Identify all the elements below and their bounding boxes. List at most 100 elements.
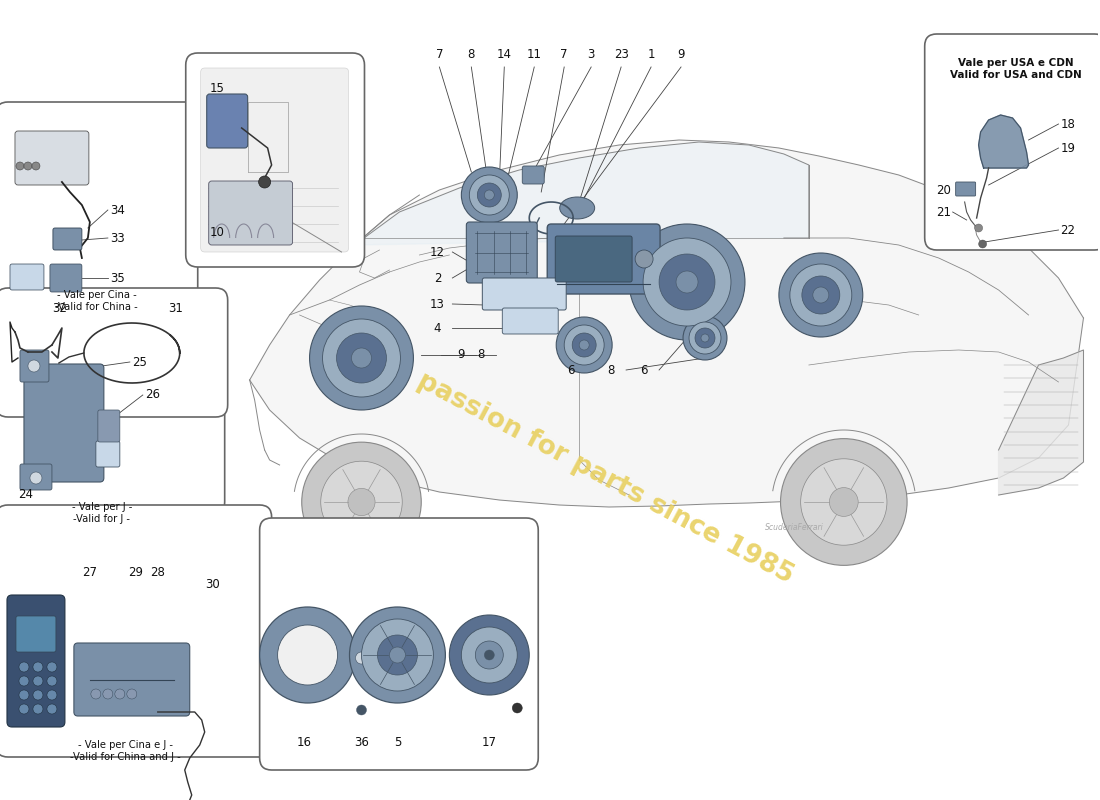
Circle shape bbox=[802, 276, 839, 314]
FancyBboxPatch shape bbox=[20, 464, 52, 490]
Circle shape bbox=[829, 488, 858, 517]
FancyBboxPatch shape bbox=[260, 518, 538, 770]
Circle shape bbox=[19, 690, 29, 700]
FancyBboxPatch shape bbox=[503, 308, 558, 334]
Circle shape bbox=[450, 615, 529, 695]
FancyBboxPatch shape bbox=[925, 34, 1100, 250]
FancyBboxPatch shape bbox=[186, 53, 364, 267]
FancyBboxPatch shape bbox=[482, 278, 566, 310]
Circle shape bbox=[47, 662, 57, 672]
Circle shape bbox=[475, 641, 504, 669]
Text: - Vale per Cina e J -
-Valid for China and J -: - Vale per Cina e J - -Valid for China a… bbox=[70, 740, 182, 762]
Text: 8: 8 bbox=[477, 349, 485, 362]
Text: 11: 11 bbox=[527, 49, 541, 62]
Circle shape bbox=[683, 316, 727, 360]
FancyBboxPatch shape bbox=[15, 131, 89, 185]
Circle shape bbox=[461, 167, 517, 223]
Circle shape bbox=[635, 250, 653, 268]
Text: 10: 10 bbox=[210, 226, 224, 238]
Text: 19: 19 bbox=[1060, 142, 1076, 154]
FancyBboxPatch shape bbox=[10, 264, 44, 290]
Polygon shape bbox=[354, 142, 808, 245]
Text: ScuderiaFerrari: ScuderiaFerrari bbox=[764, 523, 823, 533]
Circle shape bbox=[33, 676, 43, 686]
Circle shape bbox=[355, 652, 367, 664]
Text: 18: 18 bbox=[1060, 118, 1076, 130]
Circle shape bbox=[695, 328, 715, 348]
Circle shape bbox=[350, 646, 374, 670]
Text: 7: 7 bbox=[436, 49, 443, 62]
FancyBboxPatch shape bbox=[207, 94, 248, 148]
Polygon shape bbox=[999, 350, 1084, 495]
Circle shape bbox=[33, 704, 43, 714]
Text: 22: 22 bbox=[1060, 223, 1076, 237]
FancyBboxPatch shape bbox=[556, 236, 632, 282]
Circle shape bbox=[30, 472, 42, 484]
Text: 20: 20 bbox=[936, 183, 950, 197]
Text: 8: 8 bbox=[468, 49, 475, 62]
Text: 33: 33 bbox=[110, 231, 124, 245]
FancyBboxPatch shape bbox=[0, 298, 224, 514]
Text: 28: 28 bbox=[150, 566, 165, 578]
Circle shape bbox=[114, 689, 124, 699]
FancyBboxPatch shape bbox=[0, 102, 198, 304]
Circle shape bbox=[580, 340, 590, 350]
Circle shape bbox=[377, 635, 417, 675]
Text: 34: 34 bbox=[110, 203, 124, 217]
Text: 21: 21 bbox=[936, 206, 950, 218]
Circle shape bbox=[362, 619, 433, 691]
FancyBboxPatch shape bbox=[50, 264, 81, 292]
Circle shape bbox=[19, 662, 29, 672]
FancyBboxPatch shape bbox=[209, 181, 293, 245]
FancyBboxPatch shape bbox=[466, 222, 537, 283]
Text: Vale per USA e CDN
Valid for USA and CDN: Vale per USA e CDN Valid for USA and CDN bbox=[949, 58, 1081, 80]
FancyBboxPatch shape bbox=[96, 441, 120, 467]
FancyBboxPatch shape bbox=[522, 166, 544, 184]
Text: 13: 13 bbox=[430, 298, 444, 310]
Text: 25: 25 bbox=[132, 355, 146, 369]
Text: 9: 9 bbox=[458, 349, 465, 362]
Text: 1: 1 bbox=[647, 49, 654, 62]
Text: 30: 30 bbox=[205, 578, 220, 591]
Circle shape bbox=[701, 334, 710, 342]
Text: 7: 7 bbox=[561, 49, 568, 62]
Circle shape bbox=[790, 264, 851, 326]
Circle shape bbox=[477, 183, 502, 207]
Circle shape bbox=[389, 647, 406, 663]
FancyBboxPatch shape bbox=[547, 224, 660, 294]
Text: 6: 6 bbox=[640, 363, 648, 377]
Circle shape bbox=[47, 704, 57, 714]
Circle shape bbox=[644, 238, 732, 326]
Ellipse shape bbox=[560, 197, 595, 219]
Text: 4: 4 bbox=[433, 322, 441, 334]
Text: 17: 17 bbox=[482, 735, 497, 749]
Circle shape bbox=[689, 322, 720, 354]
Circle shape bbox=[659, 254, 715, 310]
Text: 16: 16 bbox=[297, 735, 312, 749]
Text: 32: 32 bbox=[52, 302, 67, 314]
FancyBboxPatch shape bbox=[200, 68, 349, 252]
Text: 9: 9 bbox=[678, 49, 685, 62]
Circle shape bbox=[813, 287, 828, 303]
Circle shape bbox=[484, 650, 494, 660]
Circle shape bbox=[301, 442, 421, 562]
Circle shape bbox=[260, 607, 355, 703]
Circle shape bbox=[337, 333, 386, 383]
Circle shape bbox=[19, 676, 29, 686]
Circle shape bbox=[572, 333, 596, 357]
Text: 15: 15 bbox=[210, 82, 224, 94]
Polygon shape bbox=[979, 115, 1028, 168]
Text: 36: 36 bbox=[354, 735, 368, 749]
Polygon shape bbox=[250, 140, 1084, 507]
Circle shape bbox=[484, 190, 494, 200]
Circle shape bbox=[321, 461, 403, 542]
Text: 35: 35 bbox=[110, 271, 124, 285]
Circle shape bbox=[470, 175, 509, 215]
FancyBboxPatch shape bbox=[7, 595, 65, 727]
Text: 12: 12 bbox=[430, 246, 444, 258]
FancyBboxPatch shape bbox=[20, 350, 48, 382]
Text: - Vale per J -
-Valid for J -: - Vale per J - -Valid for J - bbox=[72, 502, 132, 524]
Circle shape bbox=[564, 325, 604, 365]
Circle shape bbox=[348, 488, 375, 516]
Circle shape bbox=[513, 703, 522, 713]
